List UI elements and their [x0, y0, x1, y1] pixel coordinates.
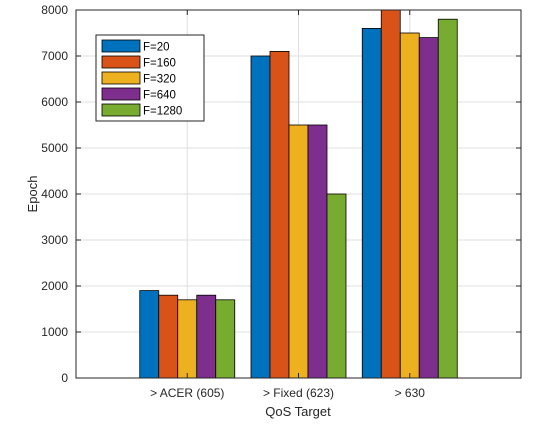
bar [288, 124, 309, 379]
legend-label: F=1280 [143, 106, 182, 118]
bar [326, 193, 347, 379]
legend-label: F=20 [143, 42, 170, 54]
bar [215, 299, 236, 379]
bar [361, 27, 382, 379]
bar [399, 32, 420, 379]
legend-swatch [101, 39, 141, 53]
bar [418, 37, 439, 379]
y-tick-label: 8000 [41, 3, 68, 17]
bar [380, 9, 401, 379]
legend-label: F=320 [143, 74, 176, 86]
bar [196, 294, 217, 379]
y-tick-label: 7000 [41, 49, 68, 63]
legend-swatch [101, 71, 141, 85]
bar [250, 55, 271, 379]
y-tick-label: 2000 [41, 279, 68, 293]
x-tick-label: > Fixed (623) [263, 386, 334, 400]
x-axis-label: QoS Target [265, 404, 331, 419]
y-tick-label: 3000 [41, 233, 68, 247]
bar [269, 51, 290, 379]
y-tick-label: 5000 [41, 141, 68, 155]
x-tick-label: > ACER (605) [150, 386, 224, 400]
bar [177, 299, 198, 379]
x-tick-label: > 630 [395, 386, 426, 400]
y-tick-label: 1000 [41, 325, 68, 339]
y-tick-label: 4000 [41, 187, 68, 201]
legend-label: F=640 [143, 90, 176, 102]
bar-series-group [139, 9, 458, 379]
bar [139, 290, 160, 379]
y-tick-label: 6000 [41, 95, 68, 109]
legend-swatch [101, 103, 141, 117]
y-axis-ticks: 0 1000 2000 3000 4000 5000 6000 7000 8000 [41, 3, 521, 385]
legend-label: F=160 [143, 58, 176, 70]
y-axis-label: Epoch [25, 176, 40, 213]
x-axis-ticks: > ACER (605) > Fixed (623) > 630 [150, 10, 425, 400]
bar [158, 294, 179, 379]
legend-swatch [101, 55, 141, 69]
bar [307, 124, 328, 379]
y-tick-label: 0 [61, 371, 68, 385]
bar [437, 18, 458, 379]
legend: F=20 F=160 F=320 F=640 F=1280 [95, 34, 205, 122]
legend-swatch [101, 87, 141, 101]
